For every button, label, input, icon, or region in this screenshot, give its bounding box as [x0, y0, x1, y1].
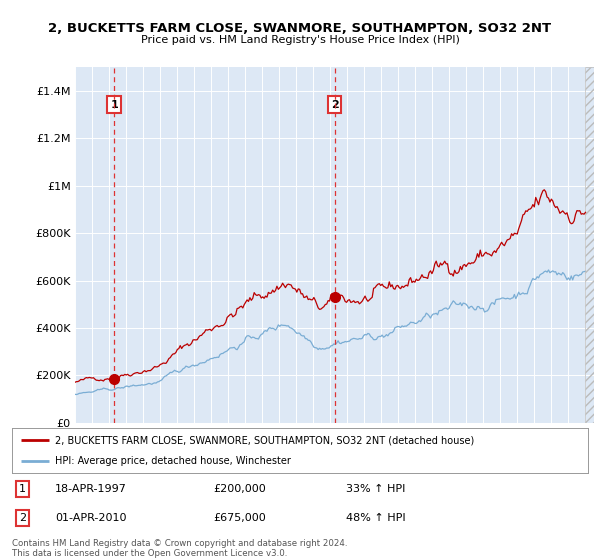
Text: 1: 1: [110, 100, 118, 110]
Text: 01-APR-2010: 01-APR-2010: [55, 514, 127, 524]
Text: 1: 1: [19, 484, 26, 494]
Text: 2, BUCKETTS FARM CLOSE, SWANMORE, SOUTHAMPTON, SO32 2NT: 2, BUCKETTS FARM CLOSE, SWANMORE, SOUTHA…: [49, 22, 551, 35]
Text: 2: 2: [19, 514, 26, 524]
Text: HPI: Average price, detached house, Winchester: HPI: Average price, detached house, Winc…: [55, 456, 291, 466]
Text: £200,000: £200,000: [214, 484, 266, 494]
Text: 2, BUCKETTS FARM CLOSE, SWANMORE, SOUTHAMPTON, SO32 2NT (detached house): 2, BUCKETTS FARM CLOSE, SWANMORE, SOUTHA…: [55, 436, 475, 446]
Text: 2: 2: [331, 100, 338, 110]
Text: 33% ↑ HPI: 33% ↑ HPI: [346, 484, 406, 494]
Text: 18-APR-1997: 18-APR-1997: [55, 484, 127, 494]
Text: Contains HM Land Registry data © Crown copyright and database right 2024.
This d: Contains HM Land Registry data © Crown c…: [12, 539, 347, 558]
Text: Price paid vs. HM Land Registry's House Price Index (HPI): Price paid vs. HM Land Registry's House …: [140, 35, 460, 45]
Text: 48% ↑ HPI: 48% ↑ HPI: [346, 514, 406, 524]
Text: £675,000: £675,000: [214, 514, 266, 524]
